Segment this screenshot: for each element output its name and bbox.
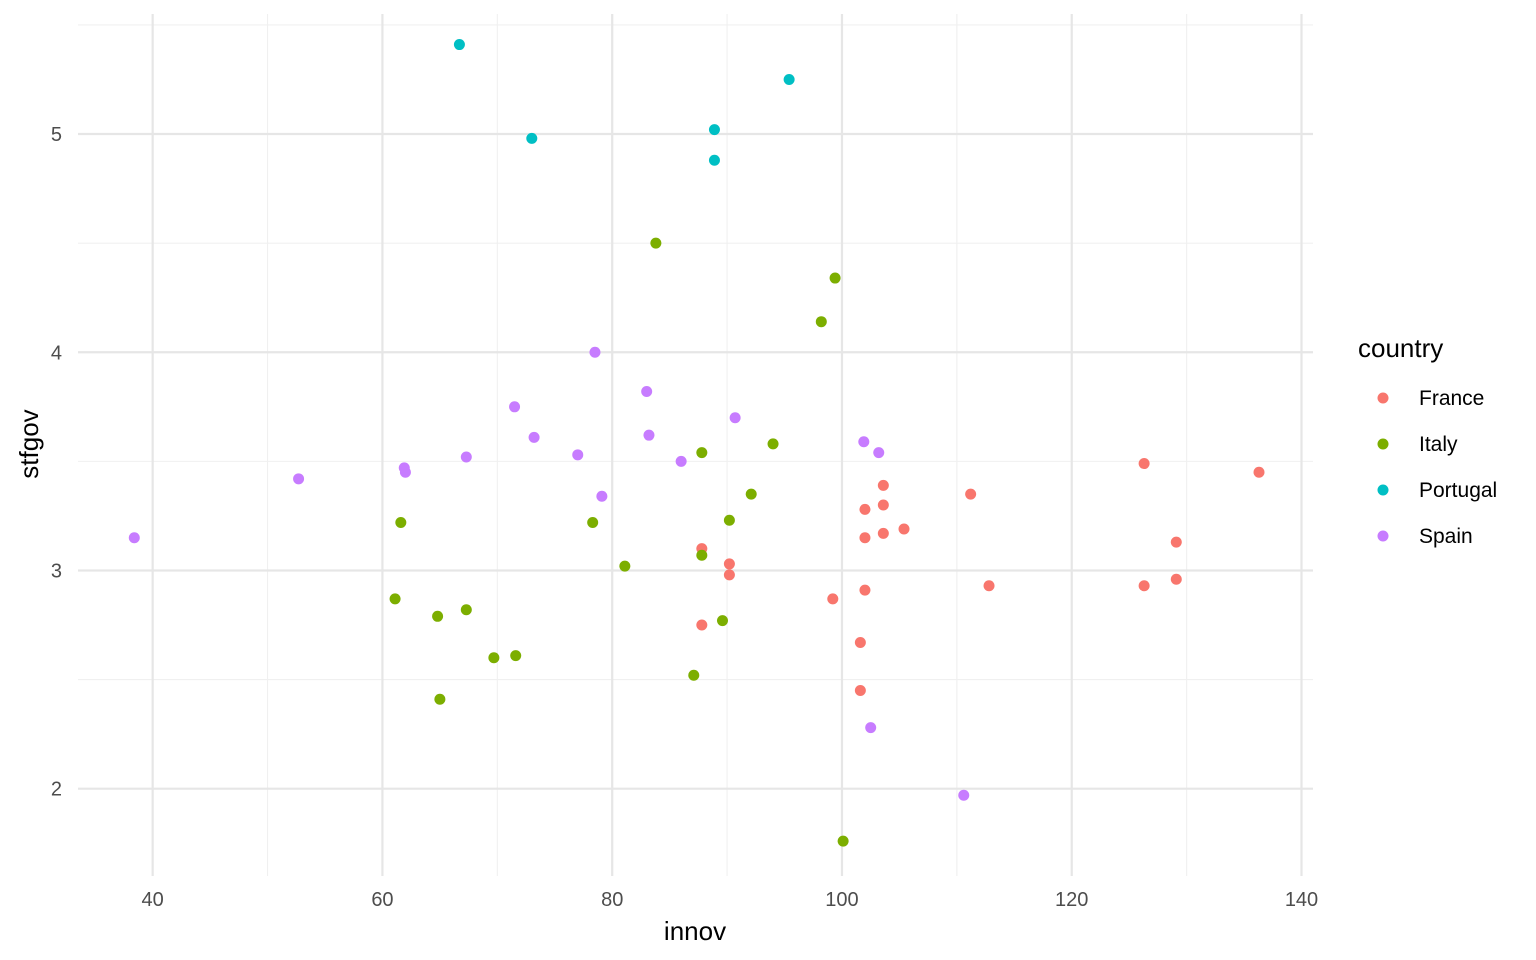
point-spain <box>589 346 601 358</box>
x-tick-label: 140 <box>1285 889 1318 911</box>
x-tick-label: 100 <box>825 889 858 911</box>
point-spain <box>572 449 584 461</box>
point-france <box>983 580 995 592</box>
point-italy <box>650 237 662 249</box>
point-spain <box>596 490 608 502</box>
point-france <box>1138 580 1150 592</box>
point-france <box>965 488 977 500</box>
legend-items: France Italy Portugal Spain <box>1377 387 1497 548</box>
point-france <box>827 593 839 605</box>
point-spain <box>873 447 885 459</box>
legend-label-italy: Italy <box>1419 433 1458 456</box>
legend-title: country <box>1358 333 1443 363</box>
point-spain <box>675 455 687 467</box>
point-italy <box>619 560 631 572</box>
point-italy <box>696 447 708 459</box>
data-points <box>128 39 1265 847</box>
point-spain <box>460 451 472 463</box>
point-france <box>1138 458 1150 470</box>
point-france <box>859 532 871 544</box>
point-france <box>854 685 866 697</box>
point-france <box>854 636 866 648</box>
point-portugal <box>708 154 720 166</box>
legend-label-spain: Spain <box>1419 525 1473 548</box>
point-france <box>696 619 708 631</box>
point-spain <box>641 386 653 398</box>
point-portugal <box>708 124 720 136</box>
point-france <box>1170 536 1182 548</box>
point-italy <box>745 488 757 500</box>
y-axis-title: stfgov <box>14 409 44 478</box>
point-france <box>859 503 871 515</box>
point-france <box>877 479 889 491</box>
x-axis-tick-labels: 40 60 80 100 120 140 <box>142 889 1319 911</box>
point-spain <box>128 532 140 544</box>
point-italy <box>723 514 735 526</box>
point-portugal <box>783 73 795 85</box>
point-italy <box>815 316 827 328</box>
legend-label-portugal: Portugal <box>1419 479 1497 502</box>
point-spain <box>729 412 741 424</box>
point-italy <box>716 615 728 627</box>
point-italy <box>829 272 841 284</box>
point-spain <box>958 789 970 801</box>
x-tick-label: 40 <box>142 889 164 911</box>
point-france <box>898 523 910 535</box>
point-spain <box>399 466 411 478</box>
point-italy <box>395 516 407 528</box>
minor-gridlines <box>78 14 1313 876</box>
point-italy <box>389 593 401 605</box>
y-tick-label: 2 <box>51 779 62 801</box>
y-axis-tick-labels: 2 3 4 5 <box>51 124 62 801</box>
point-spain <box>528 431 540 443</box>
point-italy <box>688 669 700 681</box>
x-tick-label: 80 <box>601 889 623 911</box>
point-france <box>723 558 735 570</box>
point-italy <box>460 604 472 616</box>
point-france <box>1170 573 1182 585</box>
major-gridlines <box>78 14 1313 876</box>
point-italy <box>696 549 708 561</box>
point-france <box>1253 466 1265 478</box>
point-spain <box>865 722 877 734</box>
legend-key-italy <box>1377 438 1389 450</box>
point-portugal <box>526 132 538 144</box>
legend-key-spain <box>1377 530 1389 542</box>
point-italy <box>432 610 444 622</box>
point-italy <box>837 835 849 847</box>
point-france <box>859 584 871 596</box>
x-axis-title: innov <box>664 916 726 946</box>
y-tick-label: 3 <box>51 560 62 582</box>
legend-key-france <box>1377 392 1389 404</box>
legend-label-france: France <box>1419 387 1484 410</box>
point-france <box>723 569 735 581</box>
point-italy <box>488 652 500 664</box>
point-italy <box>587 516 599 528</box>
point-spain <box>509 401 521 413</box>
point-italy <box>434 693 446 705</box>
point-italy <box>767 438 779 450</box>
point-france <box>877 499 889 511</box>
legend: country France Italy Portugal Spain <box>1358 333 1497 548</box>
x-tick-label: 120 <box>1055 889 1088 911</box>
legend-key-portugal <box>1377 484 1389 496</box>
y-tick-label: 4 <box>51 342 62 364</box>
point-spain <box>858 436 870 448</box>
point-spain <box>293 473 305 485</box>
point-portugal <box>453 39 465 51</box>
point-italy <box>510 650 522 662</box>
y-tick-label: 5 <box>51 124 62 146</box>
point-spain <box>643 429 655 441</box>
point-france <box>877 527 889 539</box>
x-tick-label: 60 <box>371 889 393 911</box>
